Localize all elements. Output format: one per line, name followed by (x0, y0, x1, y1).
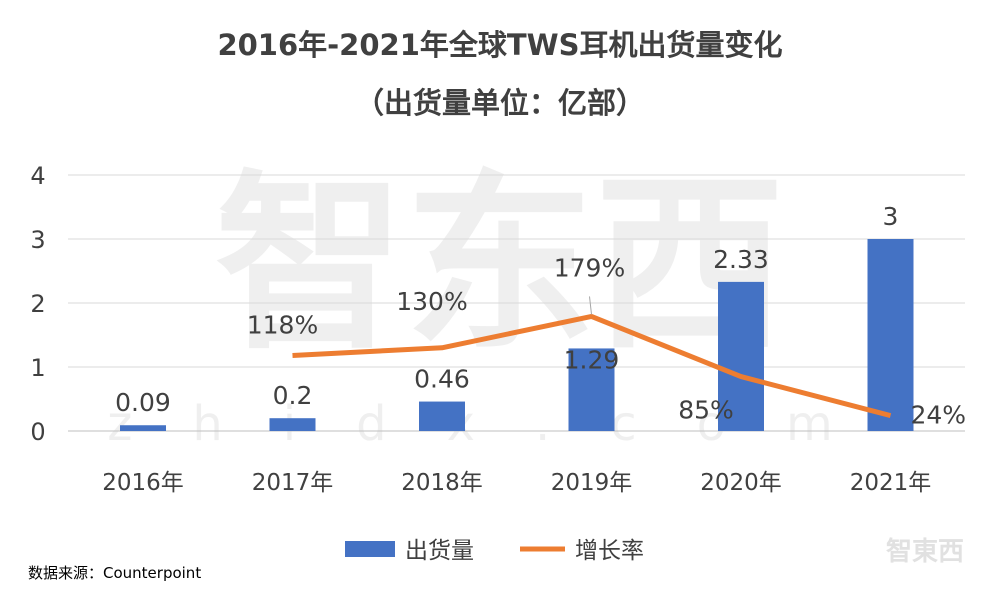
bar (718, 281, 764, 431)
svg-text:智東西: 智東西 (886, 537, 964, 567)
chart-subtitle: （出货量单位：亿部） (355, 86, 645, 120)
growth-value-label: 130% (396, 287, 467, 316)
x-tick-label: 2018年 (401, 470, 483, 496)
bar (269, 418, 316, 431)
x-tick-label: 2019年 (551, 470, 633, 496)
bar (419, 401, 465, 431)
growth-line (292, 313, 892, 419)
bar-value-label: 1.29 (564, 345, 620, 374)
svg-text:zhidx.com: zhidx.com (107, 396, 893, 452)
bar (867, 239, 914, 431)
y-tick-label: 3 (30, 226, 45, 254)
y-tick-label: 2 (30, 290, 45, 318)
bar-value-label: 0.2 (273, 381, 313, 410)
y-tick-label: 0 (30, 418, 45, 446)
growth-value-label: 179% (554, 253, 625, 282)
bar (120, 425, 166, 431)
logo: 智東西 (886, 537, 964, 567)
legend-label-growth: 增长率 (575, 538, 644, 564)
x-tick-label: 2020年 (700, 470, 782, 496)
legend-label-shipments: 出货量 (405, 538, 474, 564)
x-tick-label: 2016年 (102, 470, 184, 496)
growth-value-label: 85% (678, 396, 734, 425)
growth-value-label: 118% (247, 310, 318, 339)
bar-value-label: 2.33 (713, 245, 769, 274)
legend: 出货量 增长率 (345, 538, 644, 564)
bar-value-label: 3 (883, 202, 899, 231)
y-tick-label: 1 (30, 354, 45, 382)
chart-title: 2016年-2021年全球TWS耳机出货量变化 (217, 28, 782, 62)
bar-value-label: 0.09 (115, 388, 171, 417)
svg-text:智东西: 智东西 (215, 154, 785, 375)
y-tick-label: 4 (30, 162, 45, 190)
label-leader-line (589, 296, 592, 315)
source-note: 数据来源：Counterpoint (28, 564, 201, 582)
bar (568, 348, 615, 431)
legend-swatch-shipments (345, 541, 395, 557)
bar-value-label: 0.46 (414, 365, 470, 394)
x-tick-label: 2017年 (252, 470, 334, 496)
growth-value-label: 24% (911, 401, 967, 430)
x-tick-label: 2021年 (850, 470, 932, 496)
